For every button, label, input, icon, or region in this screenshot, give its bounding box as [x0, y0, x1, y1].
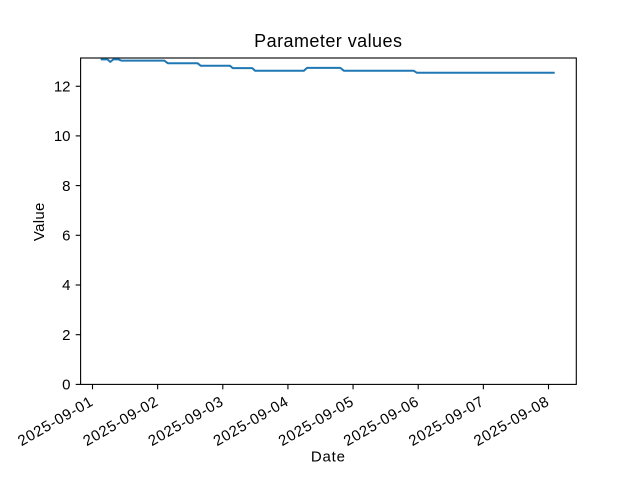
svg-text:0: 0	[62, 377, 70, 394]
svg-text:Date: Date	[311, 449, 346, 466]
svg-text:Parameter values: Parameter values	[254, 31, 402, 51]
svg-text:6: 6	[62, 228, 70, 245]
svg-text:2: 2	[62, 327, 70, 344]
svg-text:10: 10	[54, 128, 71, 145]
svg-text:12: 12	[54, 78, 71, 95]
svg-text:Value: Value	[31, 202, 48, 241]
svg-text:4: 4	[62, 277, 70, 294]
svg-text:8: 8	[62, 178, 70, 195]
